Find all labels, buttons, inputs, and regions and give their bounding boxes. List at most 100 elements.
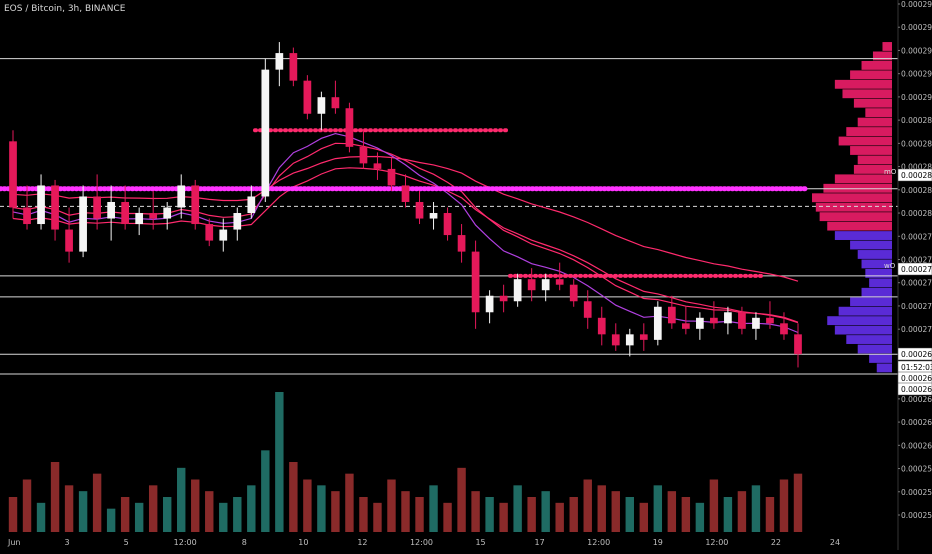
volume-profile-bin — [853, 164, 892, 174]
volume-bar — [401, 491, 410, 532]
volume-bar — [134, 502, 144, 532]
x-axis-tick-label: 5 — [124, 538, 129, 547]
volume-bar — [331, 491, 340, 532]
volume-bar — [429, 485, 438, 532]
volume-bar — [471, 491, 480, 532]
candle-body — [37, 185, 45, 225]
volume-profile-bin — [857, 155, 892, 165]
candle-body — [681, 323, 690, 329]
price-label-note: mO — [884, 168, 897, 176]
candle-body — [121, 201, 130, 225]
price-label-text: 0.0002748 — [901, 265, 932, 274]
x-axis-tick-label: 12:00 — [705, 538, 728, 547]
volume-bar — [162, 497, 172, 532]
x-axis: Jun 3 5 12:00 8 10 12 12:00 15 17 12:00 19 12:00 22 24 — [7, 538, 840, 547]
volume-profile-bin — [853, 98, 892, 108]
volume-bar — [709, 479, 719, 532]
volume-bar — [289, 462, 298, 532]
volume-profile-bin — [827, 316, 892, 326]
volume-bar — [233, 497, 242, 532]
x-axis-tick-label: 3 — [65, 538, 70, 547]
volume-bar — [625, 497, 634, 532]
x-axis-tick-label: 22 — [771, 538, 781, 547]
y-axis-tick-label: 0.0002920 — [901, 70, 932, 79]
candle-body — [261, 69, 270, 197]
y-axis-tick-label: 0.0002700 — [901, 325, 932, 334]
y-axis-tick-label: 0.0002620 — [901, 418, 932, 427]
candle-body — [93, 196, 101, 219]
volume-profile-bin — [872, 51, 892, 61]
volume-bar — [8, 497, 18, 532]
candle-body — [247, 196, 256, 214]
volume-profile-bin — [869, 354, 892, 363]
volume-profile-bin — [861, 287, 892, 297]
price-label-text: 0.0002827 — [901, 171, 932, 180]
ema-line — [12, 142, 799, 323]
price-label-text: 0.0002659 — [901, 385, 932, 394]
volume-bar — [569, 497, 578, 532]
volume-bar — [106, 508, 116, 532]
x-axis-tick-label: Jun — [7, 538, 21, 547]
volume-profile-bin — [827, 221, 892, 231]
candle-body — [569, 284, 578, 302]
price-label-text: 0.0002675 — [901, 374, 932, 383]
candle-body — [51, 185, 59, 230]
y-axis-tick-label: 0.0002900 — [901, 93, 932, 102]
volume-bar — [695, 502, 705, 532]
volume-bar — [120, 497, 130, 532]
candle-body — [415, 201, 424, 219]
y-axis-tick-label: 0.0002600 — [901, 441, 932, 450]
volume-bar — [583, 479, 592, 532]
candle-body — [583, 301, 592, 318]
candle-body — [219, 229, 228, 241]
y-axis-tick-label: 0.0002780 — [901, 232, 932, 241]
candle-body — [527, 279, 536, 291]
volume-profile-bin — [861, 60, 892, 70]
volume-bar — [611, 491, 620, 532]
volume-bar — [78, 491, 88, 532]
ma-line — [12, 132, 799, 334]
y-axis-tick-label: 0.0002580 — [901, 465, 932, 474]
symbol-title: EOS / Bitcoin, 3h, BINANCE — [4, 4, 126, 14]
candle-body — [205, 224, 214, 241]
volume-profile-bin — [857, 344, 892, 354]
volume-bar — [723, 497, 733, 532]
volume-bar — [36, 502, 46, 532]
candle-body — [667, 306, 676, 324]
volume-bar — [359, 497, 368, 532]
x-axis-tick-label: 8 — [242, 538, 247, 547]
candle-body — [738, 312, 746, 329]
y-axis: 0.0002980 0.0002960 0.0002940 0.0002920 0.00… — [897, 0, 932, 550]
y-axis-tick-label: 0.0002548 — [901, 511, 932, 520]
price-label-box — [897, 262, 932, 276]
volume-profile-bin — [838, 306, 892, 316]
candle-body — [191, 185, 200, 225]
volume-bar — [317, 485, 326, 532]
candle-body — [79, 196, 87, 252]
candle-body — [107, 201, 115, 219]
candle-body — [443, 213, 452, 236]
volume-profile-bin — [857, 117, 892, 127]
y-axis-tick-label: 0.0002960 — [901, 23, 932, 32]
candle-body — [373, 163, 382, 169]
candle-body — [359, 146, 368, 164]
volume-profile-bin — [815, 202, 892, 212]
volume-profile-bin — [850, 297, 892, 307]
volume-profile-bin — [861, 259, 892, 269]
candle-body — [752, 317, 760, 329]
x-axis-tick-label: 12:00 — [410, 538, 433, 547]
volume-bar — [148, 485, 158, 532]
y-axis-tick-label: 0.0002760 — [901, 256, 932, 265]
x-axis-tick-label: 12 — [357, 538, 367, 547]
x-axis-tick-label: 10 — [298, 538, 308, 547]
volume-bar — [191, 479, 200, 532]
price-label-box — [897, 382, 932, 396]
volume-bar — [50, 462, 60, 532]
volume-profile-bin — [876, 363, 892, 373]
volume-bar — [247, 485, 256, 532]
y-axis-tick-label: 0.0002720 — [901, 302, 932, 311]
candle-body — [23, 207, 31, 225]
candle-body — [653, 306, 662, 340]
x-axis-tick-label: 19 — [653, 538, 663, 547]
